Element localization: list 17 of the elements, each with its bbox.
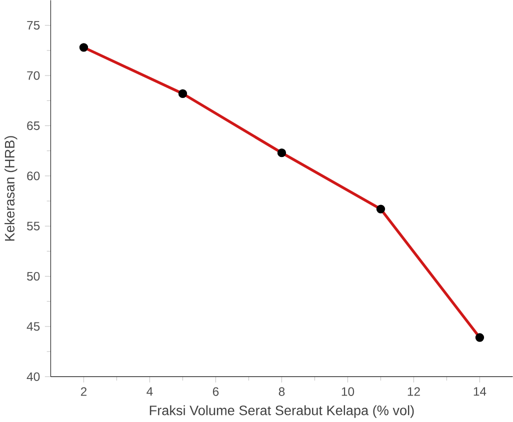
- y-tick-label: 55: [27, 222, 40, 230]
- x-tick-label: 10: [342, 387, 354, 396]
- x-tick-label: 2: [80, 387, 87, 396]
- y-tick-label: 60: [27, 171, 40, 180]
- x-tick-label: 14: [474, 387, 486, 396]
- x-tick-label: 8: [278, 387, 285, 396]
- y-tick-label: 75: [27, 20, 40, 30]
- x-tick-label: 12: [408, 387, 420, 396]
- y-tick-label: 70: [27, 70, 40, 80]
- y-axis-title: Kekerasan (HRB): [4, 136, 18, 240]
- y-tick-label: 65: [27, 121, 40, 130]
- x-tick-label: 4: [146, 387, 153, 396]
- y-tick-label: 45: [26, 322, 40, 331]
- x-axis-title: Fraksi Volume Serat Serabut Kelapa (% vol): [150, 405, 414, 418]
- x-tick-label: 6: [212, 387, 219, 396]
- y-tick-label: 40: [26, 372, 40, 381]
- y-tick-label: 50: [27, 272, 40, 280]
